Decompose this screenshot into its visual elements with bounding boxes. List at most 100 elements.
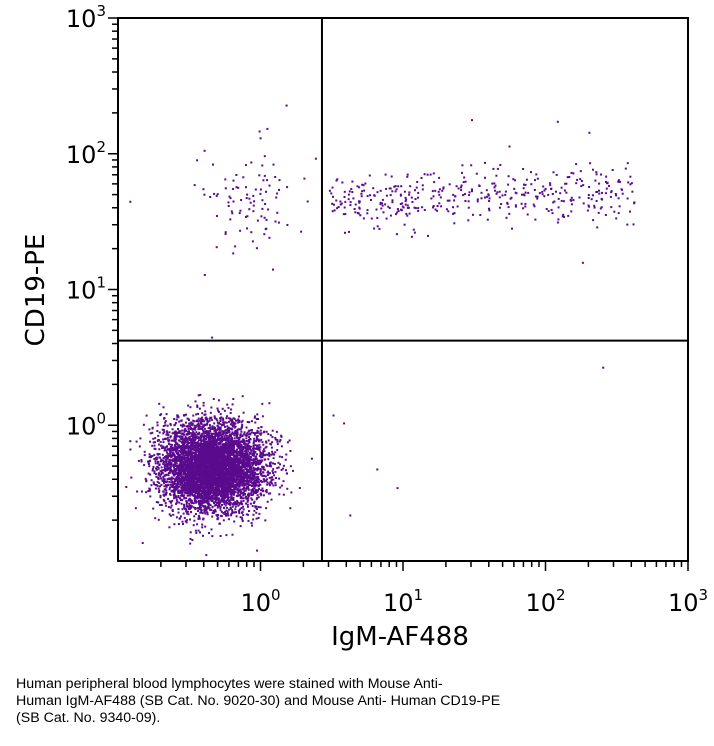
data-point [230,498,233,501]
data-point [228,435,230,438]
data-point [245,457,248,460]
data-point [199,454,202,456]
data-point [242,473,245,476]
data-point [201,457,204,460]
data-point [192,446,195,449]
data-point [267,470,270,473]
data-point [203,441,206,444]
data-point [232,490,235,493]
data-point [186,463,189,466]
data-point [245,433,248,436]
data-point [202,518,205,521]
data-point [222,452,225,455]
data-point [226,496,229,499]
data-point [157,443,160,446]
data-point [149,488,152,491]
data-point [200,500,203,503]
data-point [228,431,231,433]
data-point [243,465,246,468]
data-point [194,433,197,436]
data-point [182,479,185,481]
data-point [236,448,238,451]
data-point [254,456,257,459]
data-point [238,465,241,468]
data-point [214,461,217,464]
data-point [213,504,216,507]
data-point [234,432,237,434]
data-point [212,486,214,489]
data-point [192,486,194,489]
data-point [184,476,187,479]
data-point [201,502,204,505]
data-point [184,489,187,492]
data-point [227,452,230,455]
data-point [276,439,279,441]
data-point [197,454,200,457]
data-point [203,435,206,438]
data-point [242,440,245,443]
data-point [227,406,230,409]
data-point [176,455,179,458]
data-point [232,424,235,427]
data-point [253,500,256,503]
data-point [192,461,195,464]
data-point [185,454,187,457]
data-point [212,510,215,513]
data-point [184,507,187,510]
data-point [257,446,260,449]
data-point [161,479,164,482]
data-point [230,479,233,482]
data-point [255,418,258,420]
data-point [156,424,159,427]
data-point [153,444,156,447]
data-point [246,431,249,434]
data-point [151,467,154,470]
data-point [201,501,204,504]
data-point [183,480,186,483]
data-point [217,432,220,435]
data-point [134,507,137,510]
data-point [247,496,250,499]
data-point [228,461,231,464]
data-point [200,443,203,446]
data-point [262,452,265,455]
data-point [200,452,203,455]
data-point [156,421,159,424]
data-point [171,446,174,449]
data-point [237,487,240,490]
data-point [184,482,187,485]
data-point [241,395,244,398]
data-point [172,486,175,489]
data-point [277,461,280,464]
data-point [207,457,209,460]
data-point [175,502,178,505]
data-point [177,471,180,474]
data-point [201,498,204,501]
data-point [190,421,193,424]
data-point [186,417,189,420]
data-point [248,465,251,468]
data-point [231,509,234,511]
data-point [204,497,207,500]
data-point [230,439,233,442]
data-point [229,506,232,509]
data-point [201,523,204,526]
data-point [162,498,165,501]
data-point [256,453,258,456]
data-point [245,473,248,476]
data-point [197,423,199,426]
data-point [230,481,233,484]
data-point [255,462,258,465]
data-point [269,492,272,495]
data-point [246,474,249,477]
data-point [249,456,252,459]
data-point [282,464,285,467]
data-point [217,497,219,500]
data-point [216,454,219,457]
data-point [253,437,256,440]
data-point [233,520,236,523]
data-point [209,493,212,496]
data-point [141,542,144,544]
data-point [251,461,253,464]
data-point [182,494,185,497]
